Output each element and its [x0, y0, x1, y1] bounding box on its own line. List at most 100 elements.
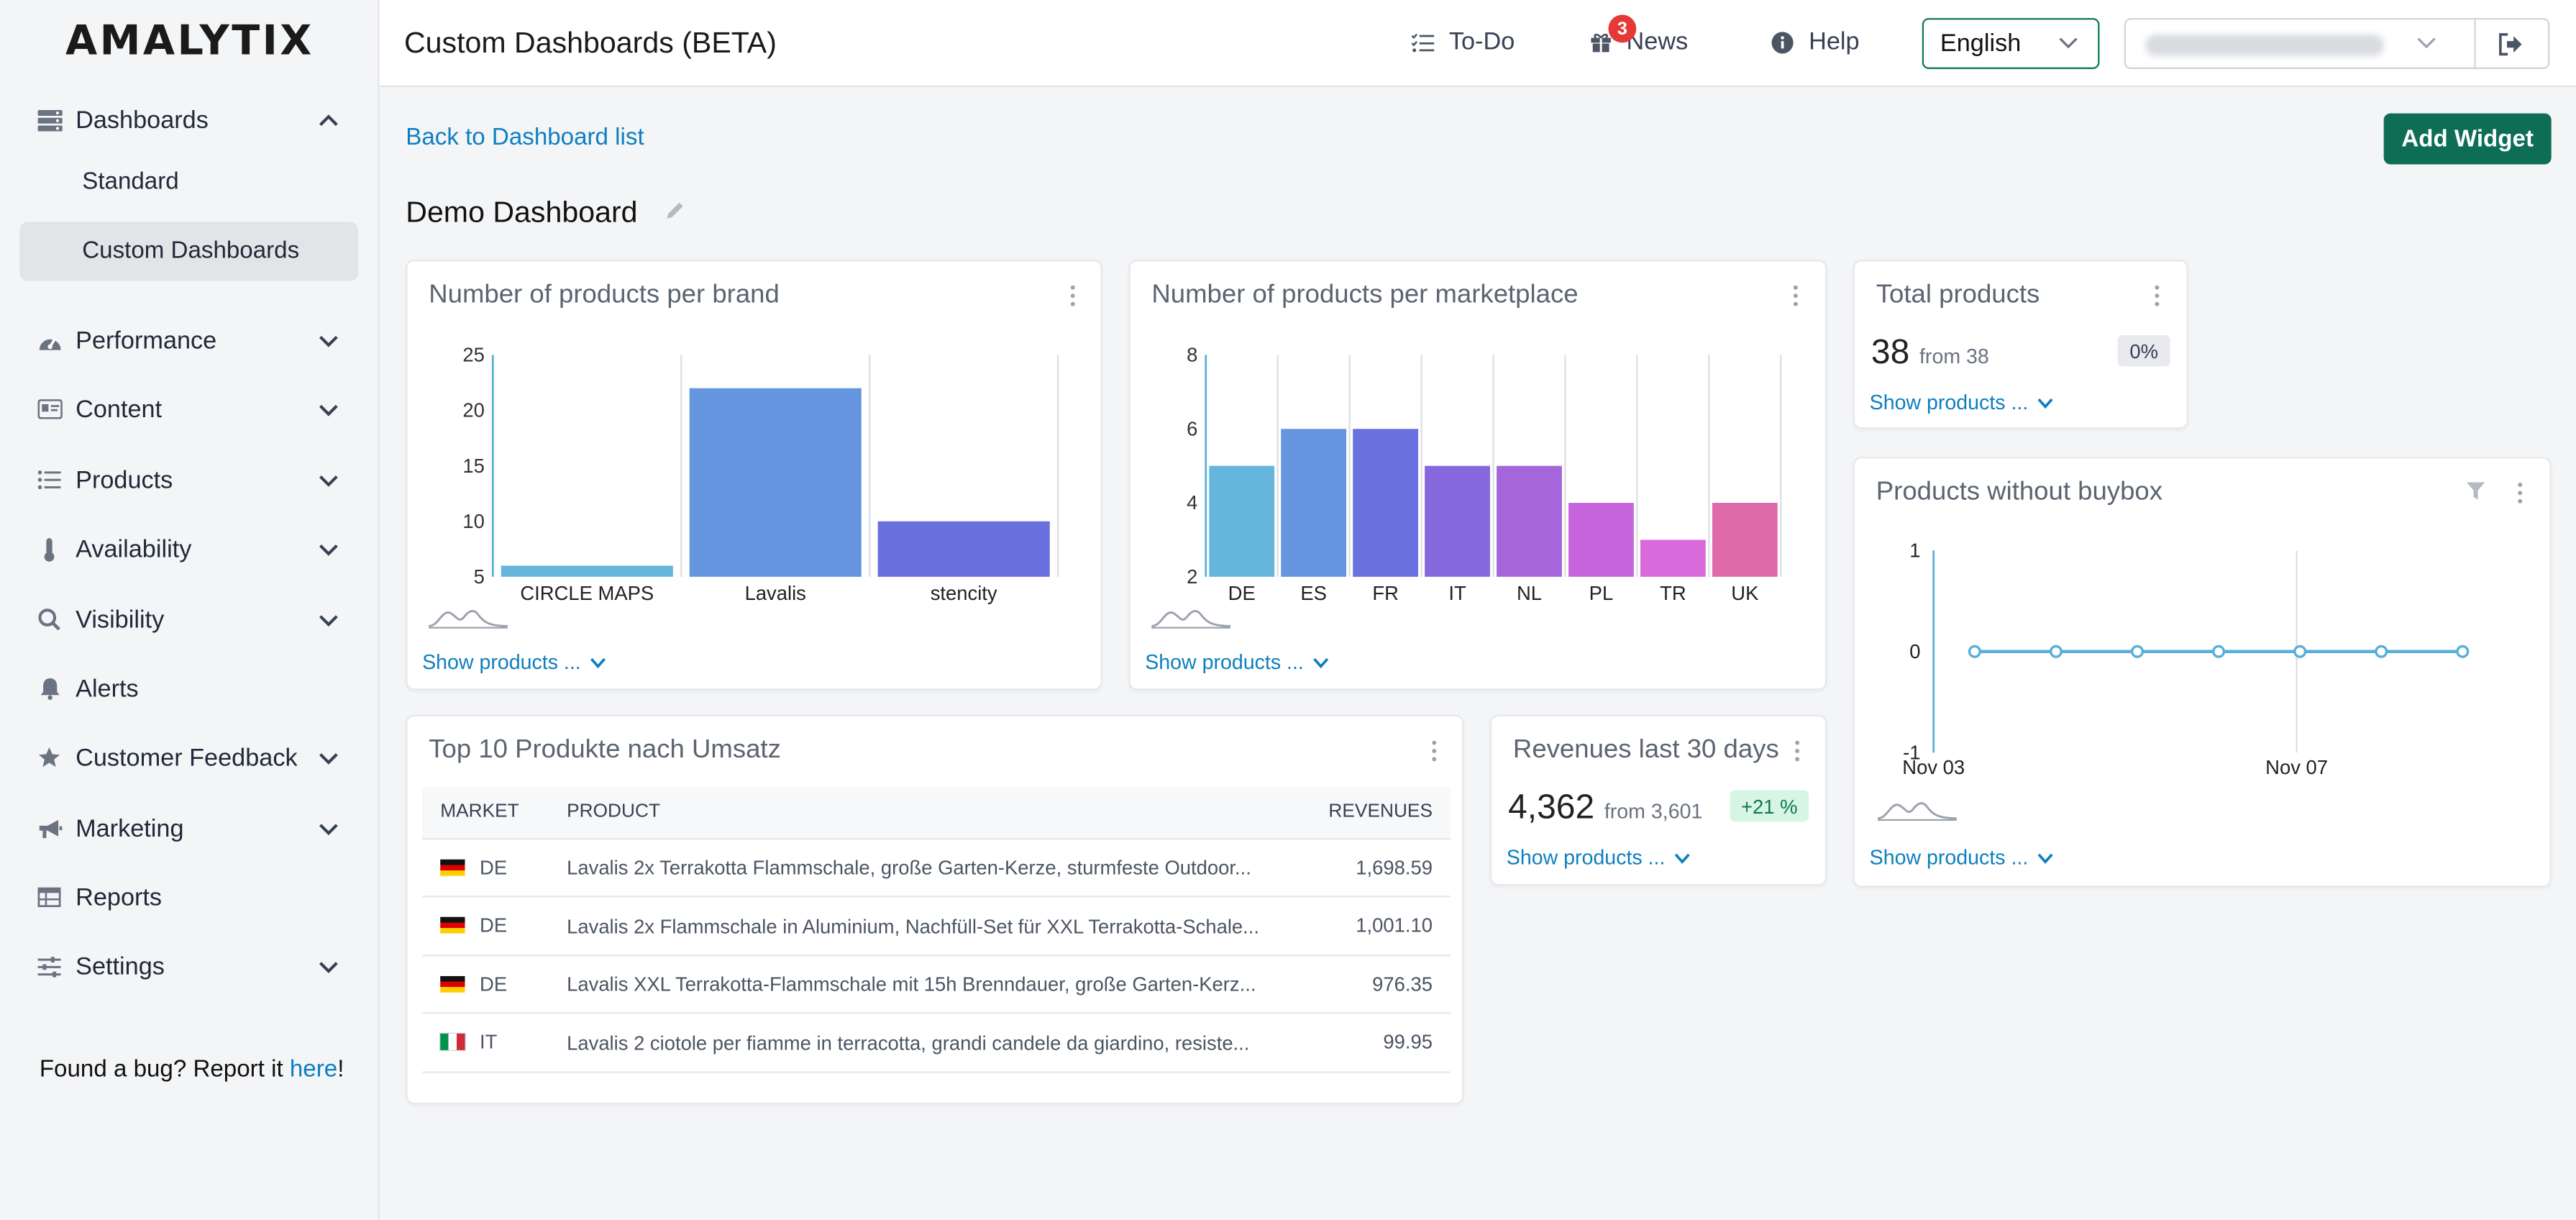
table-row[interactable]: DE Lavalis 2x Flammschale in Aluminium, …: [422, 896, 1451, 956]
bug-report-suffix: !: [337, 1056, 344, 1083]
chevron-down-icon: [2417, 37, 2436, 49]
help-link[interactable]: Help: [1771, 28, 1860, 56]
chart-products-without-buybox: -1 0 1 Nov 03 Nov 07: [1902, 539, 2470, 778]
table-row[interactable]: DE Lavalis 2x Terrakotta Flammschale, gr…: [422, 838, 1451, 898]
sidebar-item-products[interactable]: Products: [0, 450, 380, 509]
show-products-link[interactable]: Show products ...: [1507, 846, 1690, 869]
y-tick-label: 4: [1187, 491, 1197, 514]
y-tick-label: 10: [462, 510, 484, 532]
logout-icon[interactable]: [2499, 33, 2524, 56]
bug-report-link[interactable]: here: [289, 1056, 338, 1083]
sidebar-item-dashboards[interactable]: Dashboards: [0, 91, 380, 150]
x-tick-label: UK: [1731, 582, 1758, 604]
sidebar-item-reports[interactable]: Reports: [0, 868, 380, 927]
kpi-from: from 3,601: [1604, 800, 1703, 824]
sidebar-subitem-custom-dashboards[interactable]: Custom Dashboards: [19, 222, 358, 281]
sidebar-item-settings[interactable]: Settings: [0, 937, 380, 996]
data-point: [2456, 645, 2470, 658]
chevron-down-icon: [2059, 37, 2078, 49]
widget-title: Number of products per brand: [429, 281, 780, 309]
x-tick-label: PL: [1589, 582, 1614, 604]
table-row[interactable]: DE Lavalis XXL Terrakotta-Flammschale mi…: [422, 955, 1451, 1014]
revenue-cell: 976.35: [1307, 955, 1451, 1014]
sidebar-item-customer-feedback[interactable]: Customer Feedback: [0, 728, 380, 787]
id-card-icon: [36, 396, 63, 423]
column-header-product[interactable]: PRODUCT: [548, 787, 1308, 839]
dashboards-icon: [36, 106, 63, 133]
pencil-icon[interactable]: [664, 201, 685, 222]
x-tick-label: TR: [1660, 582, 1686, 604]
bar-circle-maps: [501, 565, 673, 577]
bell-icon: [36, 675, 63, 702]
brand-logo[interactable]: AMALYTIX: [65, 16, 314, 65]
kpi: 38 from 38: [1871, 334, 1989, 373]
sidebar-item-label: Alerts: [76, 674, 139, 703]
back-to-dashboard-list-link[interactable]: Back to Dashboard list: [406, 124, 644, 152]
kebab-menu-icon[interactable]: [1794, 739, 1801, 762]
x-tick-label: CIRCLE MAPS: [520, 582, 654, 604]
kebab-menu-icon[interactable]: [1431, 739, 1438, 762]
show-products-label: Show products ...: [1145, 650, 1304, 674]
sidebar-item-content[interactable]: Content: [0, 380, 380, 439]
sidebar-item-alerts[interactable]: Alerts: [0, 659, 380, 718]
product-title[interactable]: Lavalis 2x Terrakotta Flammschale, große…: [567, 856, 1251, 880]
kebab-menu-icon[interactable]: [1069, 284, 1076, 307]
product-title[interactable]: Lavalis 2 ciotole per fiamme in terracot…: [567, 1031, 1250, 1055]
star-icon: [36, 745, 63, 771]
sidebar-item-label: Availability: [76, 534, 192, 563]
widget-total-products: Total products 38 from 38 0% Show product…: [1853, 259, 2188, 429]
data-point: [2293, 645, 2307, 658]
product-cell: Lavalis XXL Terrakotta-Flammschale mit 1…: [548, 955, 1308, 1014]
show-products-link[interactable]: Show products ...: [1145, 651, 1328, 674]
sidebar-subitem-standard[interactable]: Standard: [19, 152, 358, 211]
column-header-revenues[interactable]: REVENUES: [1307, 787, 1451, 839]
todo-link[interactable]: To-Do: [1411, 28, 1515, 56]
column-header-market[interactable]: MARKET: [422, 787, 549, 839]
todo-label: To-Do: [1448, 27, 1515, 56]
sidebar-item-marketing[interactable]: Marketing: [0, 798, 380, 857]
x-tick-label: NL: [1517, 582, 1542, 604]
add-widget-button[interactable]: Add Widget: [2383, 113, 2552, 165]
x-tick-label: stencity: [931, 582, 997, 604]
sidebar-item-label: Dashboards: [76, 106, 209, 135]
gift-icon: [1591, 33, 1611, 53]
market-cell: IT: [422, 1013, 549, 1073]
product-cell: Lavalis 2x Flammschale in Aluminium, Nac…: [548, 896, 1308, 956]
checklist-icon: [1411, 32, 1435, 52]
table-row[interactable]: IT Lavalis 2 ciotole per fiamme in terra…: [422, 1013, 1451, 1073]
y-tick-label: 15: [462, 455, 484, 477]
sidebar: AMALYTIX Dashboards Standard Custom Dash…: [0, 0, 380, 1220]
news-link[interactable]: News: [1590, 28, 1688, 56]
bar-tr: [1640, 540, 1706, 577]
show-products-label: Show products ...: [422, 650, 581, 674]
show-products-link[interactable]: Show products ...: [1870, 391, 2053, 414]
x-tick-label: ES: [1300, 582, 1327, 604]
y-tick-label: 5: [474, 565, 485, 588]
bar-lavalis: [689, 388, 862, 577]
account-select[interactable]: [2124, 18, 2550, 69]
product-title[interactable]: Lavalis 2x Flammschale in Aluminium, Nac…: [567, 914, 1260, 938]
sidebar-item-availability[interactable]: Availability: [0, 519, 380, 578]
kebab-menu-icon[interactable]: [1792, 284, 1799, 307]
kebab-menu-icon[interactable]: [2154, 284, 2160, 307]
chevron-down-icon: [319, 404, 338, 416]
data-point: [1968, 645, 1981, 658]
sidebar-item-visibility[interactable]: Visibility: [0, 590, 380, 649]
sparkline-icon: [1151, 609, 1231, 629]
chevron-down-icon: [319, 753, 338, 765]
y-tick-label: 20: [462, 399, 484, 422]
filter-icon[interactable]: [2466, 481, 2485, 501]
sidebar-item-performance[interactable]: Performance: [0, 311, 380, 370]
change-badge: +21 %: [1730, 790, 1809, 822]
table-icon: [36, 884, 63, 911]
chevron-up-icon: [319, 114, 338, 127]
show-products-link[interactable]: Show products ...: [422, 651, 606, 674]
flag-it-icon: [440, 1034, 465, 1051]
search-icon: [36, 606, 63, 633]
kebab-menu-icon[interactable]: [2517, 481, 2524, 504]
y-tick-label: 2: [1187, 565, 1197, 588]
chart-products-per-brand: 5 10 15 20 25 CIRCLE MAPS Lavalis stencity: [462, 344, 1059, 604]
language-select[interactable]: English: [1922, 18, 2100, 69]
product-title[interactable]: Lavalis XXL Terrakotta-Flammschale mit 1…: [567, 973, 1256, 996]
show-products-link[interactable]: Show products ...: [1870, 846, 2053, 869]
